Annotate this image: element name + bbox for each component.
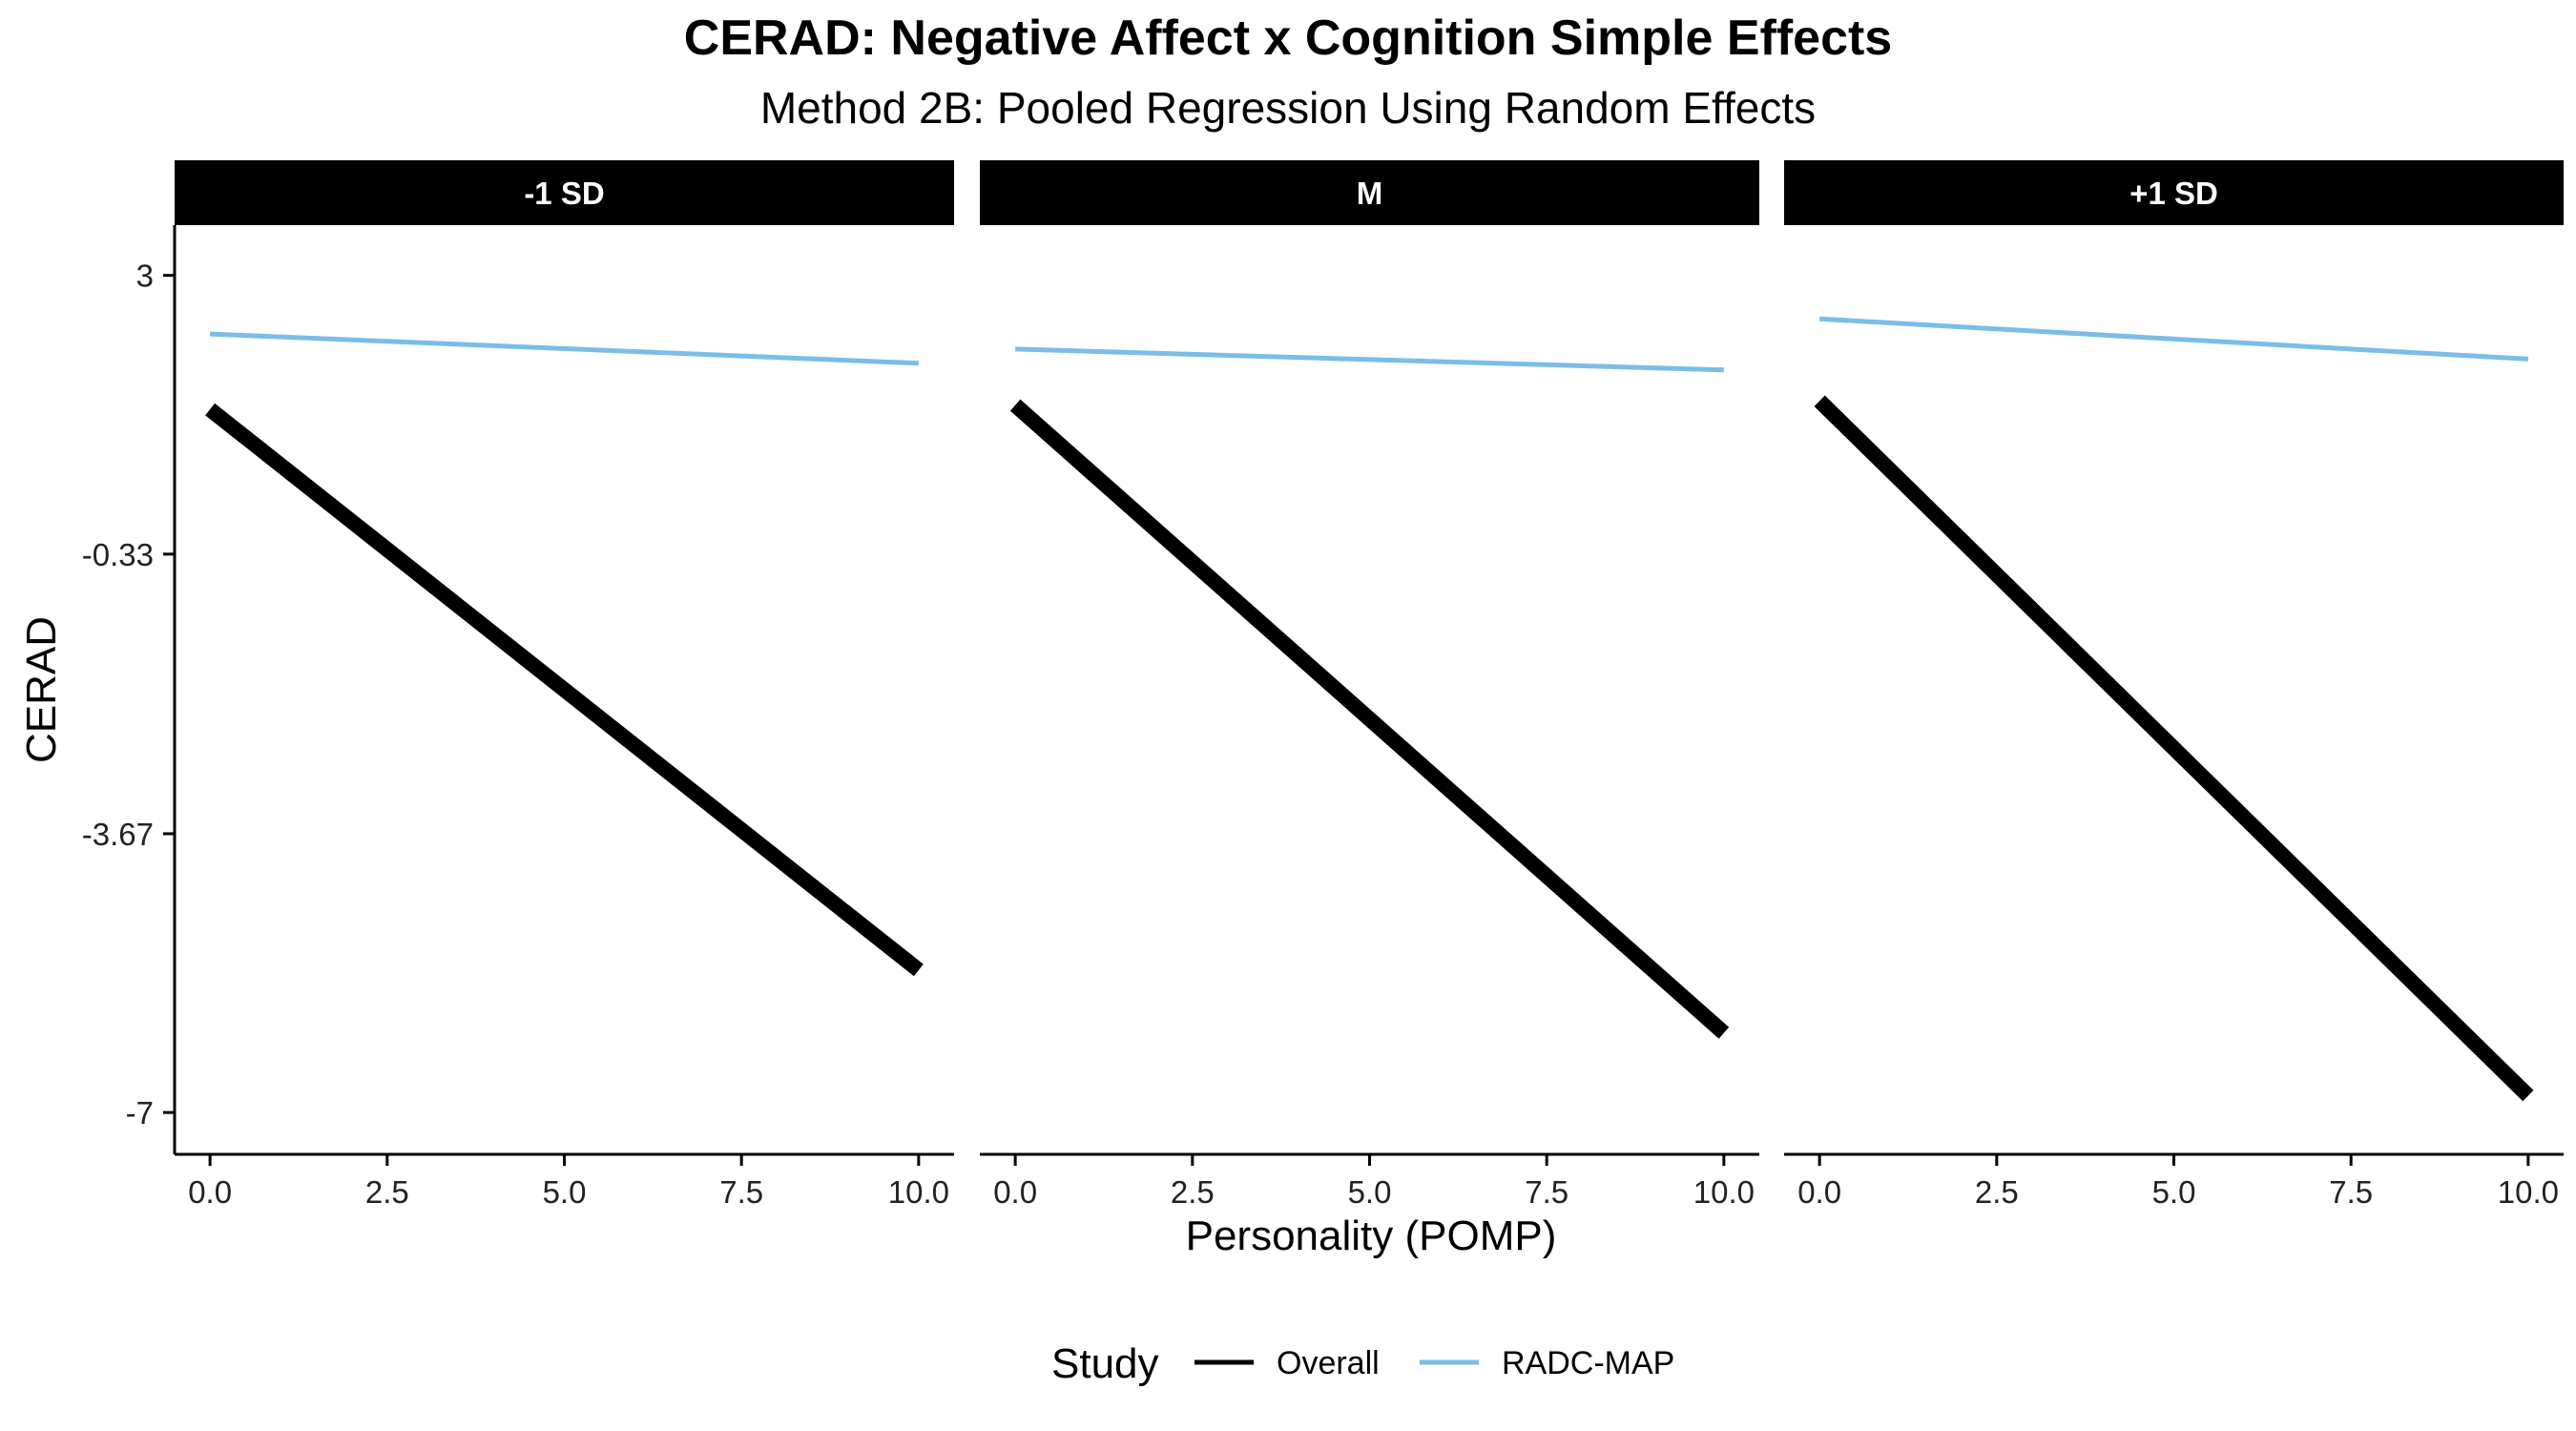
series-line-radc-map: [210, 331, 919, 366]
x-tick-label: 0.0: [993, 1174, 1037, 1210]
series-line-overall: [1009, 399, 1730, 1039]
y-tick-label: -7: [126, 1095, 154, 1130]
x-tick-label: 10.0: [1693, 1174, 1755, 1210]
series-line-overall: [1814, 395, 2534, 1102]
x-tick-label: 7.5: [719, 1174, 763, 1210]
x-tick-label: 5.0: [543, 1174, 587, 1210]
facet-strip: [980, 160, 1759, 225]
series-line-radc-map: [1818, 316, 2529, 362]
x-tick-label: 5.0: [2152, 1174, 2196, 1210]
y-tick-label: -0.33: [82, 537, 154, 572]
legend-label: Overall: [1277, 1345, 1380, 1381]
series-line-overall: [205, 403, 924, 977]
y-tick-label: -3.67: [82, 817, 154, 852]
x-tick-label: 10.0: [2498, 1174, 2559, 1210]
legend-title: Study: [1051, 1340, 1159, 1387]
x-tick-label: 2.5: [1975, 1174, 2019, 1210]
x-tick-label: 5.0: [1348, 1174, 1392, 1210]
facet-strip-label: -1 SD: [524, 176, 604, 211]
y-tick-label: 3: [136, 259, 154, 294]
facet-strip-label: M: [1357, 176, 1383, 211]
x-tick-label: 7.5: [1525, 1174, 1568, 1210]
chart-title: CERAD: Negative Affect x Cognition Simpl…: [683, 10, 1893, 66]
x-tick-label: 10.0: [888, 1174, 949, 1210]
facet-strip: [1784, 160, 2564, 225]
y-axis-title: CERAD: [18, 616, 65, 763]
x-tick-label: 2.5: [365, 1174, 409, 1210]
x-axis-title: Personality (POMP): [1186, 1213, 1557, 1259]
x-tick-label: 2.5: [1171, 1174, 1215, 1210]
facet-strip-label: +1 SD: [2129, 176, 2218, 211]
series-line-radc-map: [1015, 346, 1724, 373]
x-tick-label: 0.0: [1797, 1174, 1841, 1210]
x-tick-label: 0.0: [188, 1174, 232, 1210]
x-tick-label: 7.5: [2329, 1174, 2373, 1210]
facet-strip: [175, 160, 954, 225]
chart-subtitle: Method 2B: Pooled Regression Using Rando…: [759, 83, 1817, 133]
legend-label: RADC-MAP: [1502, 1345, 1674, 1381]
